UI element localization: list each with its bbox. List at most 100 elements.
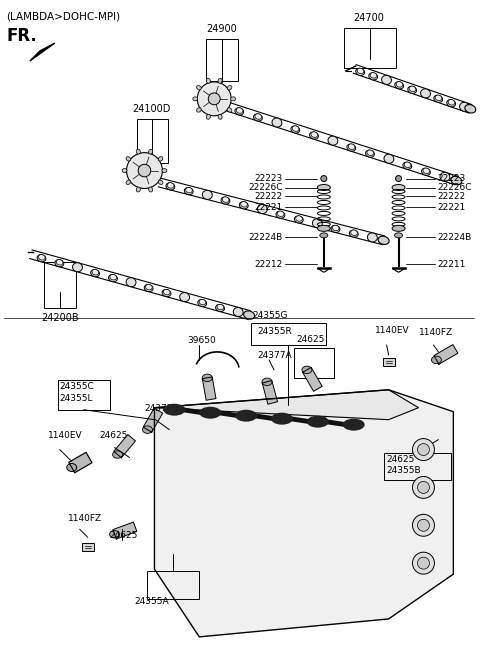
Ellipse shape xyxy=(109,531,120,538)
Ellipse shape xyxy=(180,293,190,302)
Circle shape xyxy=(127,153,162,188)
Ellipse shape xyxy=(91,270,99,277)
Ellipse shape xyxy=(149,187,153,192)
Text: 22221: 22221 xyxy=(437,203,466,212)
Text: (LAMBDA>DOHC-MPI): (LAMBDA>DOHC-MPI) xyxy=(6,11,120,21)
Bar xyxy=(147,571,199,599)
Ellipse shape xyxy=(351,230,358,236)
Ellipse shape xyxy=(136,187,140,192)
Ellipse shape xyxy=(347,144,356,152)
Polygon shape xyxy=(203,377,216,400)
Ellipse shape xyxy=(72,263,83,272)
Ellipse shape xyxy=(420,89,431,98)
Ellipse shape xyxy=(459,102,469,112)
Ellipse shape xyxy=(136,149,140,154)
Ellipse shape xyxy=(221,197,230,204)
Ellipse shape xyxy=(218,78,222,83)
Text: 1140FZ: 1140FZ xyxy=(419,328,453,337)
Text: 22226C: 22226C xyxy=(249,183,283,192)
Ellipse shape xyxy=(235,108,244,115)
Ellipse shape xyxy=(312,218,323,228)
Circle shape xyxy=(412,552,434,574)
Text: 1140FZ: 1140FZ xyxy=(68,514,102,523)
Ellipse shape xyxy=(366,150,374,157)
Ellipse shape xyxy=(331,226,340,232)
Text: 22222: 22222 xyxy=(437,192,466,201)
Bar xyxy=(384,453,451,480)
Ellipse shape xyxy=(56,260,63,265)
Ellipse shape xyxy=(227,85,232,90)
Ellipse shape xyxy=(292,126,299,131)
Ellipse shape xyxy=(197,108,201,112)
Text: 22224B: 22224B xyxy=(437,233,472,242)
Polygon shape xyxy=(155,390,454,637)
Ellipse shape xyxy=(193,97,198,101)
Text: 22223: 22223 xyxy=(437,174,466,183)
Ellipse shape xyxy=(231,97,236,101)
Ellipse shape xyxy=(158,180,163,184)
Ellipse shape xyxy=(320,233,328,238)
Ellipse shape xyxy=(369,73,378,80)
Ellipse shape xyxy=(409,86,416,92)
Ellipse shape xyxy=(384,154,394,163)
Ellipse shape xyxy=(92,270,99,275)
Ellipse shape xyxy=(404,162,411,167)
Polygon shape xyxy=(155,390,419,420)
Ellipse shape xyxy=(271,413,293,424)
Bar xyxy=(82,543,94,551)
Ellipse shape xyxy=(126,157,131,161)
Circle shape xyxy=(208,93,220,105)
Text: 24700: 24700 xyxy=(353,13,384,23)
Ellipse shape xyxy=(166,183,175,190)
Ellipse shape xyxy=(38,255,45,260)
Ellipse shape xyxy=(227,108,232,112)
Ellipse shape xyxy=(67,464,77,472)
Ellipse shape xyxy=(149,149,153,154)
Ellipse shape xyxy=(186,188,192,193)
Text: FR.: FR. xyxy=(7,27,38,45)
Text: 22224B: 22224B xyxy=(249,233,283,242)
Ellipse shape xyxy=(144,285,153,292)
Ellipse shape xyxy=(37,255,46,262)
Ellipse shape xyxy=(349,230,358,237)
Text: 1140EV: 1140EV xyxy=(375,326,409,335)
Ellipse shape xyxy=(317,226,330,232)
Ellipse shape xyxy=(255,113,262,119)
Circle shape xyxy=(418,482,430,493)
Text: 1140EV: 1140EV xyxy=(48,430,83,440)
Ellipse shape xyxy=(440,173,450,181)
Bar xyxy=(344,28,396,68)
Ellipse shape xyxy=(343,419,365,430)
Ellipse shape xyxy=(421,168,431,175)
Ellipse shape xyxy=(392,184,405,190)
Text: 24625: 24625 xyxy=(100,430,128,440)
Ellipse shape xyxy=(408,86,417,93)
Text: 22226C: 22226C xyxy=(437,183,472,192)
Ellipse shape xyxy=(396,81,403,87)
Text: 24200B: 24200B xyxy=(41,313,79,323)
Ellipse shape xyxy=(357,68,364,73)
Circle shape xyxy=(412,514,434,536)
Ellipse shape xyxy=(199,299,206,305)
Text: 22221: 22221 xyxy=(255,203,283,212)
Text: 24625: 24625 xyxy=(296,335,324,344)
Ellipse shape xyxy=(435,95,442,100)
Text: 24625: 24625 xyxy=(386,455,415,464)
Text: 24377A: 24377A xyxy=(257,351,292,360)
Polygon shape xyxy=(143,408,163,432)
Ellipse shape xyxy=(243,311,254,319)
Text: 22222: 22222 xyxy=(255,192,283,201)
Ellipse shape xyxy=(145,285,152,290)
Ellipse shape xyxy=(162,289,171,297)
Ellipse shape xyxy=(240,201,247,207)
Ellipse shape xyxy=(113,451,122,459)
Ellipse shape xyxy=(434,95,443,102)
Ellipse shape xyxy=(276,211,285,218)
Ellipse shape xyxy=(126,180,131,184)
Ellipse shape xyxy=(392,226,405,232)
Ellipse shape xyxy=(202,374,212,382)
Polygon shape xyxy=(434,344,458,364)
Text: 39650: 39650 xyxy=(187,336,216,345)
Ellipse shape xyxy=(253,114,263,121)
Ellipse shape xyxy=(199,407,221,419)
